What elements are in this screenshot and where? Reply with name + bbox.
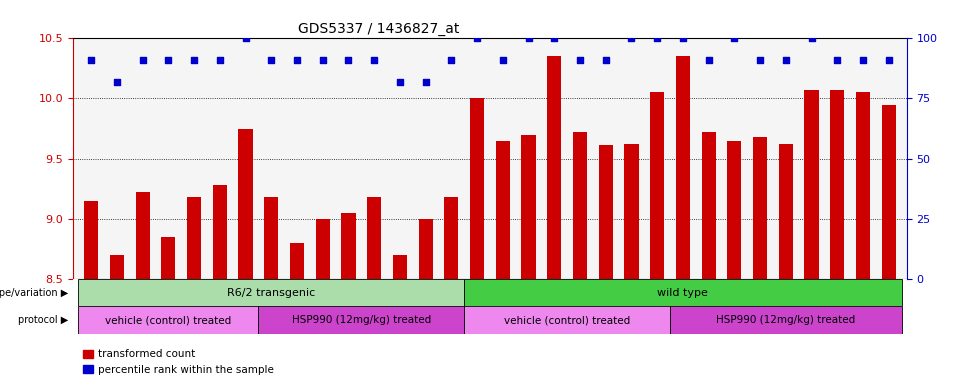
Bar xyxy=(495,141,510,279)
Bar xyxy=(78,306,258,334)
Text: R6/2 transgenic: R6/2 transgenic xyxy=(227,288,315,298)
Point xyxy=(340,57,356,63)
Point xyxy=(753,57,768,63)
Point xyxy=(367,57,382,63)
Point xyxy=(803,35,819,41)
Bar xyxy=(290,243,304,279)
Bar xyxy=(136,192,150,279)
Legend: transformed count, percentile rank within the sample: transformed count, percentile rank withi… xyxy=(78,345,278,379)
Bar xyxy=(547,56,562,279)
Point xyxy=(624,35,640,41)
Text: genotype/variation ▶: genotype/variation ▶ xyxy=(0,288,68,298)
Bar xyxy=(727,141,741,279)
Bar xyxy=(445,197,458,279)
Bar xyxy=(161,237,176,279)
Point xyxy=(521,35,536,41)
Bar xyxy=(239,129,253,279)
Point xyxy=(83,57,98,63)
Point xyxy=(444,57,459,63)
Bar xyxy=(367,197,381,279)
Point xyxy=(161,57,176,63)
Bar xyxy=(418,219,433,279)
Point xyxy=(572,57,588,63)
Text: GDS5337 / 1436827_at: GDS5337 / 1436827_at xyxy=(298,22,459,36)
Point xyxy=(109,79,125,85)
Bar xyxy=(753,137,767,279)
Point xyxy=(675,35,690,41)
Point xyxy=(263,57,279,63)
Point xyxy=(546,35,562,41)
Point xyxy=(830,57,845,63)
Point xyxy=(495,57,511,63)
Point xyxy=(186,57,202,63)
Point xyxy=(392,79,408,85)
Bar xyxy=(341,213,356,279)
Point xyxy=(778,57,794,63)
Bar xyxy=(393,255,407,279)
Bar xyxy=(258,306,464,334)
Point xyxy=(855,57,871,63)
Bar xyxy=(187,197,201,279)
Point xyxy=(315,57,331,63)
Point xyxy=(290,57,305,63)
Point xyxy=(598,57,613,63)
Point xyxy=(212,57,227,63)
Point xyxy=(135,57,150,63)
Bar xyxy=(779,144,793,279)
Point xyxy=(881,57,897,63)
Bar xyxy=(470,98,485,279)
Bar xyxy=(264,197,278,279)
Bar xyxy=(670,306,902,334)
Point xyxy=(726,35,742,41)
Text: protocol ▶: protocol ▶ xyxy=(18,315,68,325)
Bar xyxy=(84,201,98,279)
Bar xyxy=(464,306,670,334)
Bar xyxy=(464,279,902,306)
Point xyxy=(701,57,717,63)
Bar xyxy=(804,90,819,279)
Text: wild type: wild type xyxy=(657,288,709,298)
Point xyxy=(418,79,434,85)
Bar xyxy=(856,93,870,279)
Point xyxy=(238,35,254,41)
Bar xyxy=(522,134,535,279)
Text: HSP990 (12mg/kg) treated: HSP990 (12mg/kg) treated xyxy=(292,315,431,325)
Bar xyxy=(702,132,716,279)
Bar xyxy=(650,93,664,279)
Bar xyxy=(78,279,464,306)
Point xyxy=(649,35,665,41)
Bar xyxy=(573,132,587,279)
Point xyxy=(469,35,485,41)
Bar xyxy=(676,56,690,279)
Text: HSP990 (12mg/kg) treated: HSP990 (12mg/kg) treated xyxy=(717,315,855,325)
Text: vehicle (control) treated: vehicle (control) treated xyxy=(504,315,630,325)
Bar xyxy=(213,185,227,279)
Text: vehicle (control) treated: vehicle (control) treated xyxy=(105,315,231,325)
Bar xyxy=(881,104,896,279)
Bar xyxy=(624,144,639,279)
Bar xyxy=(830,90,844,279)
Bar xyxy=(316,219,330,279)
Bar xyxy=(599,146,613,279)
Bar xyxy=(110,255,124,279)
